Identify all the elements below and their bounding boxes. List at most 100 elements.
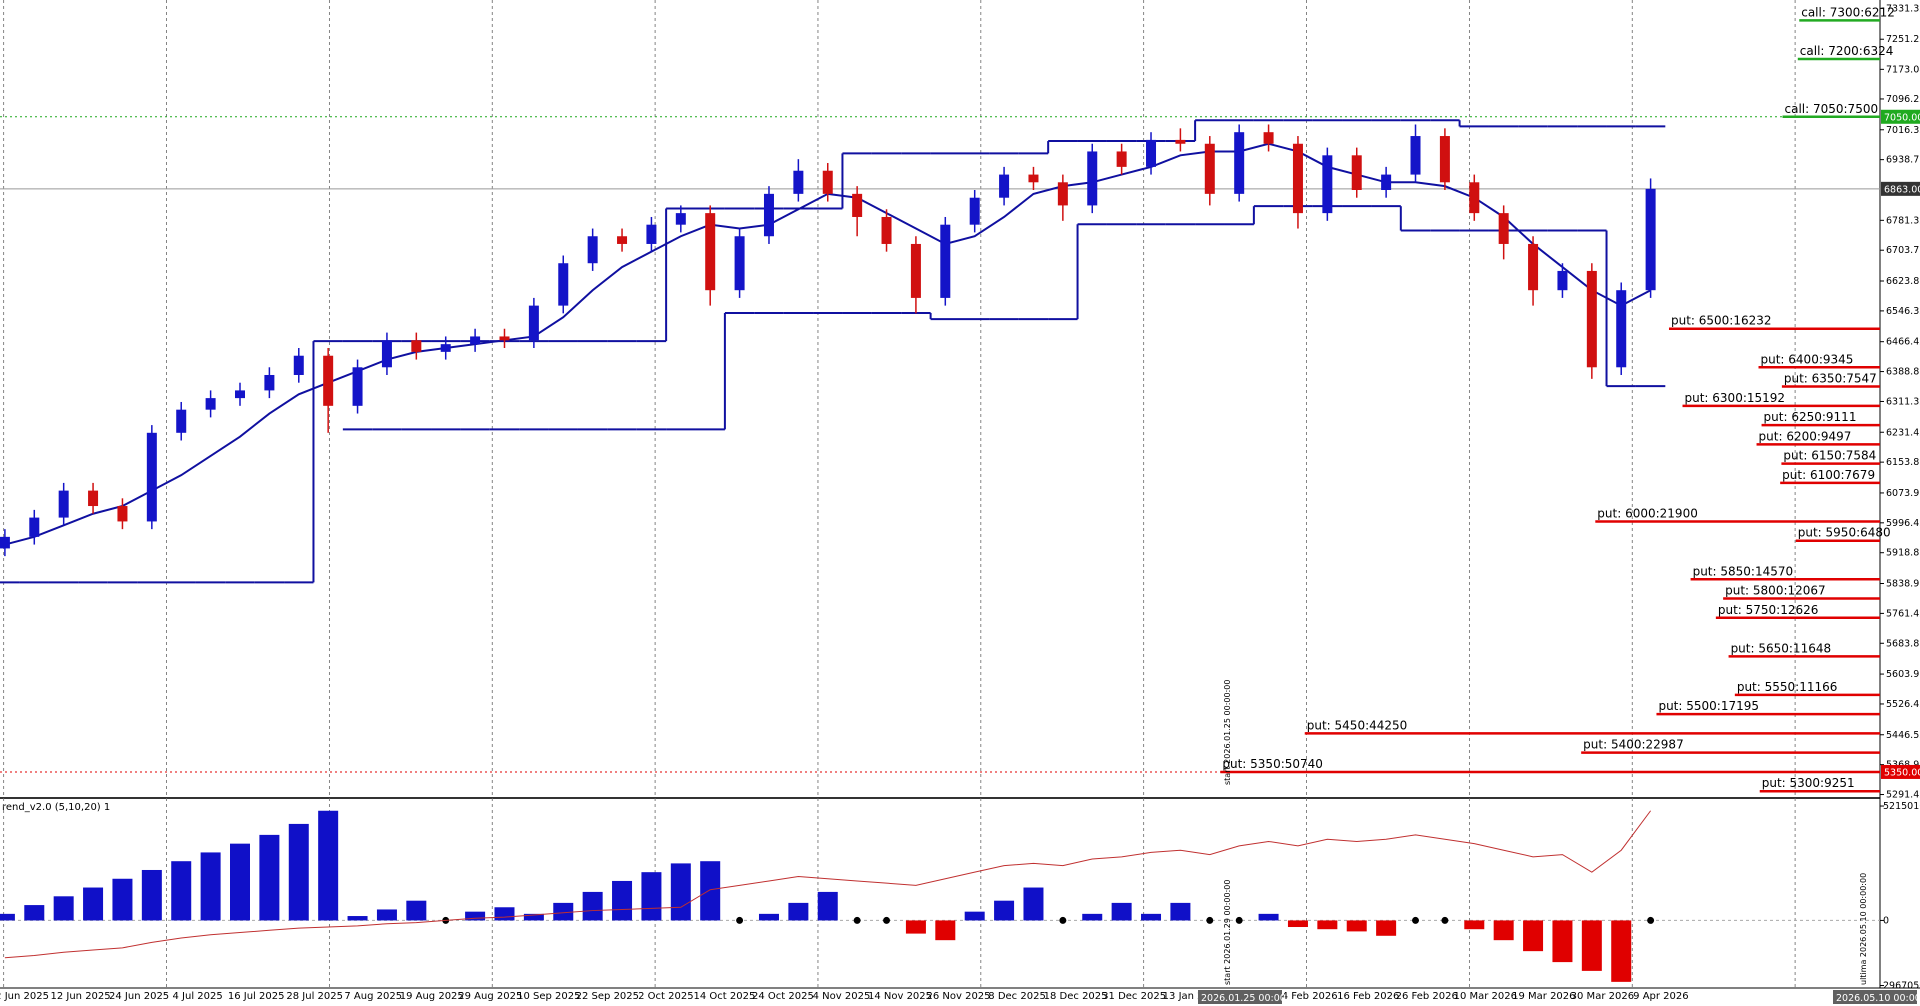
candle-body [587, 236, 598, 264]
sub-y-tick-label: 2967056 [1883, 981, 1920, 992]
put-oi-label: put: 6200:9497 [1759, 429, 1852, 443]
histogram-bar [1552, 920, 1573, 963]
put-oi-label: put: 6300:15192 [1685, 391, 1786, 405]
histogram-bar [612, 880, 633, 921]
put-oi-label: put: 6250:9111 [1764, 410, 1857, 424]
candle-body [1498, 213, 1509, 244]
put-oi-label: put: 5750:12626 [1718, 603, 1819, 617]
candle-body [528, 305, 539, 341]
histogram-bar [1111, 902, 1132, 921]
candle-body [499, 336, 510, 341]
zero-dot [1412, 916, 1420, 924]
candle-body [1616, 290, 1627, 368]
histogram-bar [905, 920, 926, 934]
y-tick-label: 5526.42 [1886, 699, 1920, 710]
histogram-bar [171, 861, 192, 921]
y-tick-label: 7016.32 [1886, 125, 1920, 136]
candle-body [176, 409, 187, 433]
candle-body [999, 174, 1010, 198]
x-tick-label: 19 Mar 2026 [1512, 991, 1575, 1002]
put-oi-label: put: 6500:16232 [1671, 314, 1772, 328]
y-tick-label: 5918.87 [1886, 548, 1920, 559]
candle-body [1087, 151, 1098, 206]
put-oi-label: put: 6000:21900 [1597, 506, 1698, 520]
candle-body [793, 170, 804, 194]
y-tick-label: 5683.87 [1886, 638, 1920, 649]
put-oi-label: put: 6350:7547 [1784, 372, 1877, 386]
y-tick-label: 7251.22 [1886, 34, 1920, 45]
candle-body [146, 432, 157, 522]
x-tick-label: 7 Aug 2025 [344, 991, 402, 1002]
put-oi-label: put: 5350:50740 [1222, 757, 1323, 771]
candle-body [381, 340, 392, 368]
candle-body [1175, 139, 1186, 144]
histogram-bar [230, 843, 250, 921]
y-tick-label: 5603.97 [1886, 669, 1920, 680]
put-oi-label: put: 5450:44250 [1307, 718, 1408, 732]
x-tick-label: 16 Feb 2026 [1337, 991, 1399, 1002]
candle-body [734, 236, 745, 291]
y-tick-label: 5446.52 [1886, 730, 1920, 741]
histogram-bar [964, 911, 985, 921]
histogram-bar [994, 900, 1015, 921]
candle-body [940, 224, 951, 298]
y-tick-label: 5996.42 [1886, 518, 1920, 529]
histogram-bar [1493, 920, 1514, 941]
vertical-annotation: ultima 2026.05.10 00:00:00 [1859, 873, 1868, 985]
histogram-bar [1611, 920, 1632, 982]
x-tick-label: 8 Dec 2025 [988, 991, 1046, 1002]
vertical-annotation: start 2026.01.25 00:00:00 [1223, 680, 1232, 785]
histogram-bar [523, 913, 544, 921]
histogram-bar [788, 902, 809, 921]
zero-dot [736, 916, 744, 924]
zero-dot [853, 916, 861, 924]
y-tick-label: 6703.77 [1886, 245, 1920, 256]
histogram-bar [1581, 920, 1602, 971]
y-tick-label: 6938.77 [1886, 155, 1920, 166]
x-tick-label: 22 Sep 2025 [576, 991, 639, 1002]
x-tick-label: 28 Jul 2025 [286, 991, 343, 1002]
histogram-bar [1317, 920, 1338, 930]
histogram-bar [406, 900, 427, 921]
candle-body [293, 355, 304, 375]
put-oi-label: put: 5300:9251 [1762, 776, 1855, 790]
candle-body [0, 536, 10, 549]
zero-dot [1647, 916, 1655, 924]
histogram-bar [465, 911, 486, 921]
price-level-label: 7050.00 [1884, 112, 1920, 123]
y-tick-label: 6153.87 [1886, 457, 1920, 468]
candle-body [675, 213, 686, 225]
put-oi-label: put: 6400:9345 [1761, 352, 1854, 366]
histogram-bar [700, 861, 721, 921]
candle-body [1645, 188, 1656, 291]
x-tick-label: 9 Apr 2026 [1633, 991, 1688, 1002]
y-tick-label: 7096.22 [1886, 94, 1920, 105]
time-mark-box [1198, 990, 1282, 1004]
candle-body [646, 224, 657, 244]
histogram-bar [288, 823, 309, 921]
y-tick-label: 6546.32 [1886, 306, 1920, 317]
histogram-bar [1464, 920, 1485, 930]
candle-body [558, 263, 569, 306]
candle-body [617, 236, 628, 244]
time-mark-label: 2026.01.25 00:00 [1201, 993, 1286, 1004]
put-oi-label: put: 5950:6480 [1798, 526, 1891, 540]
candle-body [763, 193, 774, 237]
call-oi-label: call: 7050:7500 [1785, 102, 1879, 116]
x-tick-label: 2 Oct 2025 [638, 991, 693, 1002]
x-tick-label: 31 Dec 2025 [1102, 991, 1166, 1002]
x-tick-label: 30 Mar 2026 [1571, 991, 1634, 1002]
put-oi-label: put: 6150:7584 [1783, 449, 1876, 463]
put-oi-label: put: 5400:22987 [1583, 738, 1684, 752]
candle-body [1116, 151, 1127, 167]
histogram-bar [1376, 920, 1397, 936]
y-tick-label: 6231.42 [1886, 427, 1920, 438]
x-tick-label: 16 Jul 2025 [228, 991, 285, 1002]
candle-body [470, 336, 481, 345]
candle-body [1234, 132, 1245, 194]
histogram-bar [1023, 887, 1044, 921]
y-tick-label: 6073.97 [1886, 488, 1920, 499]
y-tick-label: 6388.87 [1886, 367, 1920, 378]
